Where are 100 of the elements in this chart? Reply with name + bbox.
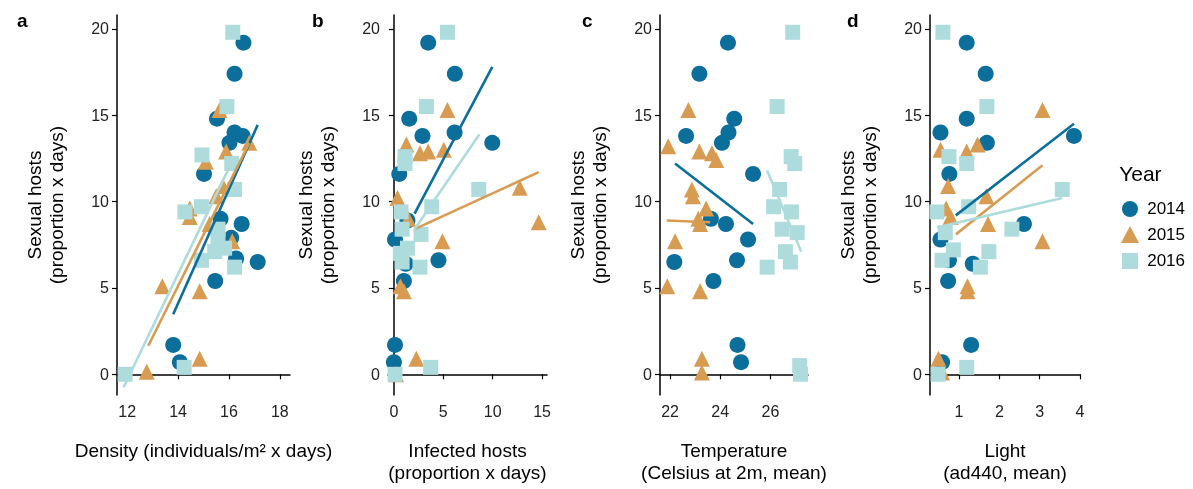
point [792, 366, 808, 382]
point [1034, 102, 1051, 118]
chart-title: c [582, 10, 593, 31]
point [929, 204, 945, 220]
point [233, 216, 250, 232]
x-tick-label: 1 [954, 402, 964, 420]
point [219, 99, 235, 115]
x-tick-label: 16 [220, 402, 238, 420]
point [729, 336, 746, 353]
point [759, 259, 775, 275]
x-tick-label: 12 [118, 402, 137, 420]
point [787, 156, 803, 172]
x-axis-title: Temperature (Celsius at 2m, mean) [641, 439, 827, 483]
point [439, 102, 456, 118]
point [194, 147, 210, 163]
y-tick-label: 5 [643, 279, 653, 297]
point [972, 259, 988, 275]
point [154, 278, 171, 295]
point [977, 65, 994, 82]
point [691, 143, 708, 160]
point [430, 252, 447, 269]
point [729, 252, 746, 269]
x-tick-label: 2 [994, 402, 1004, 420]
point [397, 156, 413, 172]
point [226, 65, 243, 82]
x-tick-label: 3 [1035, 402, 1045, 420]
point [785, 24, 801, 40]
point [387, 336, 404, 353]
x-tick-label: 5 [438, 402, 448, 420]
point [1065, 127, 1082, 144]
chart-title: d [847, 10, 859, 31]
x-tick-label: 14 [169, 402, 188, 420]
point [530, 214, 547, 231]
point [414, 127, 431, 144]
point [691, 65, 708, 82]
point [394, 221, 410, 237]
point [930, 366, 946, 382]
point [235, 34, 252, 51]
y-tick-label: 10 [362, 193, 381, 211]
point [693, 364, 710, 381]
point [726, 110, 743, 127]
point [394, 254, 410, 270]
point [769, 99, 785, 115]
y-tick-label: 10 [634, 193, 653, 211]
y-axis-title: Sexual hosts (proportion x days) [566, 125, 610, 285]
point [420, 34, 437, 51]
point [969, 136, 986, 153]
x-tick-label: 24 [711, 402, 730, 420]
y-tick-label: 20 [904, 20, 923, 38]
point [693, 350, 710, 367]
y-tick-label: 15 [362, 106, 381, 124]
point [708, 152, 725, 169]
y-axis-title: Sexual hosts (proportion x days) [294, 125, 338, 285]
point [412, 259, 428, 275]
point [138, 363, 155, 380]
point [745, 165, 762, 182]
point [932, 124, 949, 141]
point [439, 24, 455, 40]
point [434, 233, 451, 250]
point [408, 350, 425, 367]
point [225, 24, 241, 40]
point [177, 204, 193, 220]
point [774, 221, 790, 237]
point [979, 99, 995, 115]
point [1015, 216, 1032, 232]
x-tick-label: 26 [761, 402, 780, 420]
point [940, 178, 957, 194]
point [705, 273, 722, 289]
point [1054, 181, 1070, 197]
legend-label: 2015 [1147, 225, 1185, 245]
point [191, 350, 208, 367]
x-tick-label: 15 [533, 402, 552, 420]
y-tick-label: 10 [91, 193, 110, 211]
y-tick-label: 15 [904, 106, 923, 124]
point [981, 244, 997, 260]
point [782, 254, 798, 270]
y-tick-label: 20 [91, 20, 110, 38]
legend-label: 2014 [1147, 199, 1185, 219]
point [720, 34, 736, 51]
point [393, 204, 409, 220]
x-tick-label: 18 [270, 402, 289, 420]
y-axis-title: Sexual hosts (proportion x days) [836, 125, 880, 285]
point [484, 134, 501, 151]
x-tick-label: 0 [389, 402, 399, 420]
y-tick-label: 20 [634, 20, 653, 38]
y-tick-label: 20 [362, 20, 381, 38]
point [249, 254, 266, 270]
point [227, 259, 243, 275]
point [698, 200, 715, 217]
point [766, 199, 782, 215]
point [680, 102, 697, 118]
point [941, 149, 957, 165]
point [165, 336, 182, 353]
point [1004, 221, 1020, 237]
x-axis-title: Density (individuals/m² x days) [74, 439, 333, 461]
y-tick-label: 0 [371, 365, 381, 383]
point [692, 283, 709, 300]
point [958, 34, 975, 51]
point [659, 278, 676, 295]
point [940, 273, 957, 289]
